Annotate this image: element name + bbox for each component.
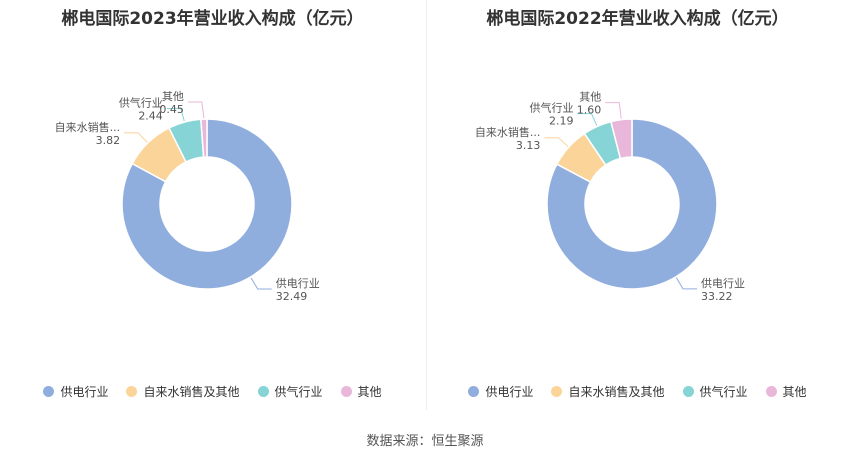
legend-marker <box>468 386 480 397</box>
legend-item[interactable]: 供气行业 <box>257 383 323 400</box>
slice-value: 2.44 <box>138 110 163 123</box>
slice-label: 供电行业 <box>701 276 745 290</box>
legend-marker <box>551 386 563 397</box>
leader-line <box>577 113 598 126</box>
legend-marker <box>43 386 55 397</box>
legend-item[interactable]: 自来水销售及其他 <box>126 383 240 400</box>
slice-label: 供电行业 <box>276 276 320 290</box>
legend-item[interactable]: 自来水销售及其他 <box>551 383 665 400</box>
leader-line <box>250 277 272 290</box>
legend-marker <box>126 386 138 397</box>
slice-label: 其他 <box>162 90 184 103</box>
legend-item[interactable]: 其他 <box>340 383 382 400</box>
slice-label: 供气行业 <box>119 96 163 110</box>
legend-marker <box>765 386 777 397</box>
leader-line <box>605 102 622 119</box>
legend-label: 供电行业 <box>60 385 109 399</box>
legend-item[interactable]: 供电行业 <box>468 383 533 400</box>
slice-value: 3.13 <box>516 139 541 152</box>
panel-divider <box>426 0 427 410</box>
donut-slice <box>546 118 718 290</box>
legend: 供电行业 自来水销售及其他 供气行业 其他 <box>425 383 850 400</box>
legend: 供电行业 自来水销售及其他 供气行业 其他 <box>0 383 425 400</box>
donut-slice <box>200 118 208 158</box>
legend-item[interactable]: 供气行业 <box>682 383 748 400</box>
slice-value: 1.60 <box>577 104 602 117</box>
data-source: 数据来源：恒生聚源 <box>366 434 484 449</box>
legend-label: 自来水销售及其他 <box>143 385 240 399</box>
chart-title: 郴电国际2022年营业收入构成（亿元） <box>486 9 789 29</box>
legend-item[interactable]: 其他 <box>765 383 807 400</box>
chart-panel-2023: 郴电国际2023年营业收入构成（亿元） 供电行业 32.49 自来水销售... 3.8… <box>0 0 425 415</box>
slice-label: 其他 <box>579 91 601 104</box>
slice-label: 自来水销售... <box>475 125 541 139</box>
legend-label: 自来水销售及其他 <box>568 385 665 399</box>
leader-line <box>124 132 148 143</box>
slice-label: 自来水销售... <box>55 120 121 134</box>
slice-value: 0.45 <box>159 103 184 116</box>
legend-marker <box>682 386 694 397</box>
slice-value: 2.19 <box>549 115 574 128</box>
leader-line <box>187 101 205 119</box>
slice-label: 供气行业 <box>529 101 573 115</box>
slice-value: 33.22 <box>701 290 733 303</box>
donut-slice <box>121 118 293 290</box>
legend-label: 供电行业 <box>485 385 534 399</box>
legend-label: 供气行业 <box>274 385 323 399</box>
leader-line <box>675 277 698 290</box>
chart-panel-2022: 郴电国际2022年营业收入构成（亿元） 供电行业 33.22 自来水销售... 3.1… <box>425 0 850 415</box>
legend-label: 其他 <box>782 385 807 399</box>
chart-title: 郴电国际2023年营业收入构成（亿元） <box>61 9 364 29</box>
donut-slice <box>610 118 633 160</box>
leader-line <box>544 137 569 147</box>
legend-marker <box>257 386 269 397</box>
legend-item[interactable]: 供电行业 <box>43 383 108 400</box>
legend-label: 其他 <box>357 385 382 399</box>
slice-value: 32.49 <box>276 290 308 303</box>
legend-label: 供气行业 <box>699 385 748 399</box>
legend-marker <box>340 386 352 397</box>
slice-value: 3.82 <box>96 134 121 147</box>
leader-line <box>166 108 185 122</box>
